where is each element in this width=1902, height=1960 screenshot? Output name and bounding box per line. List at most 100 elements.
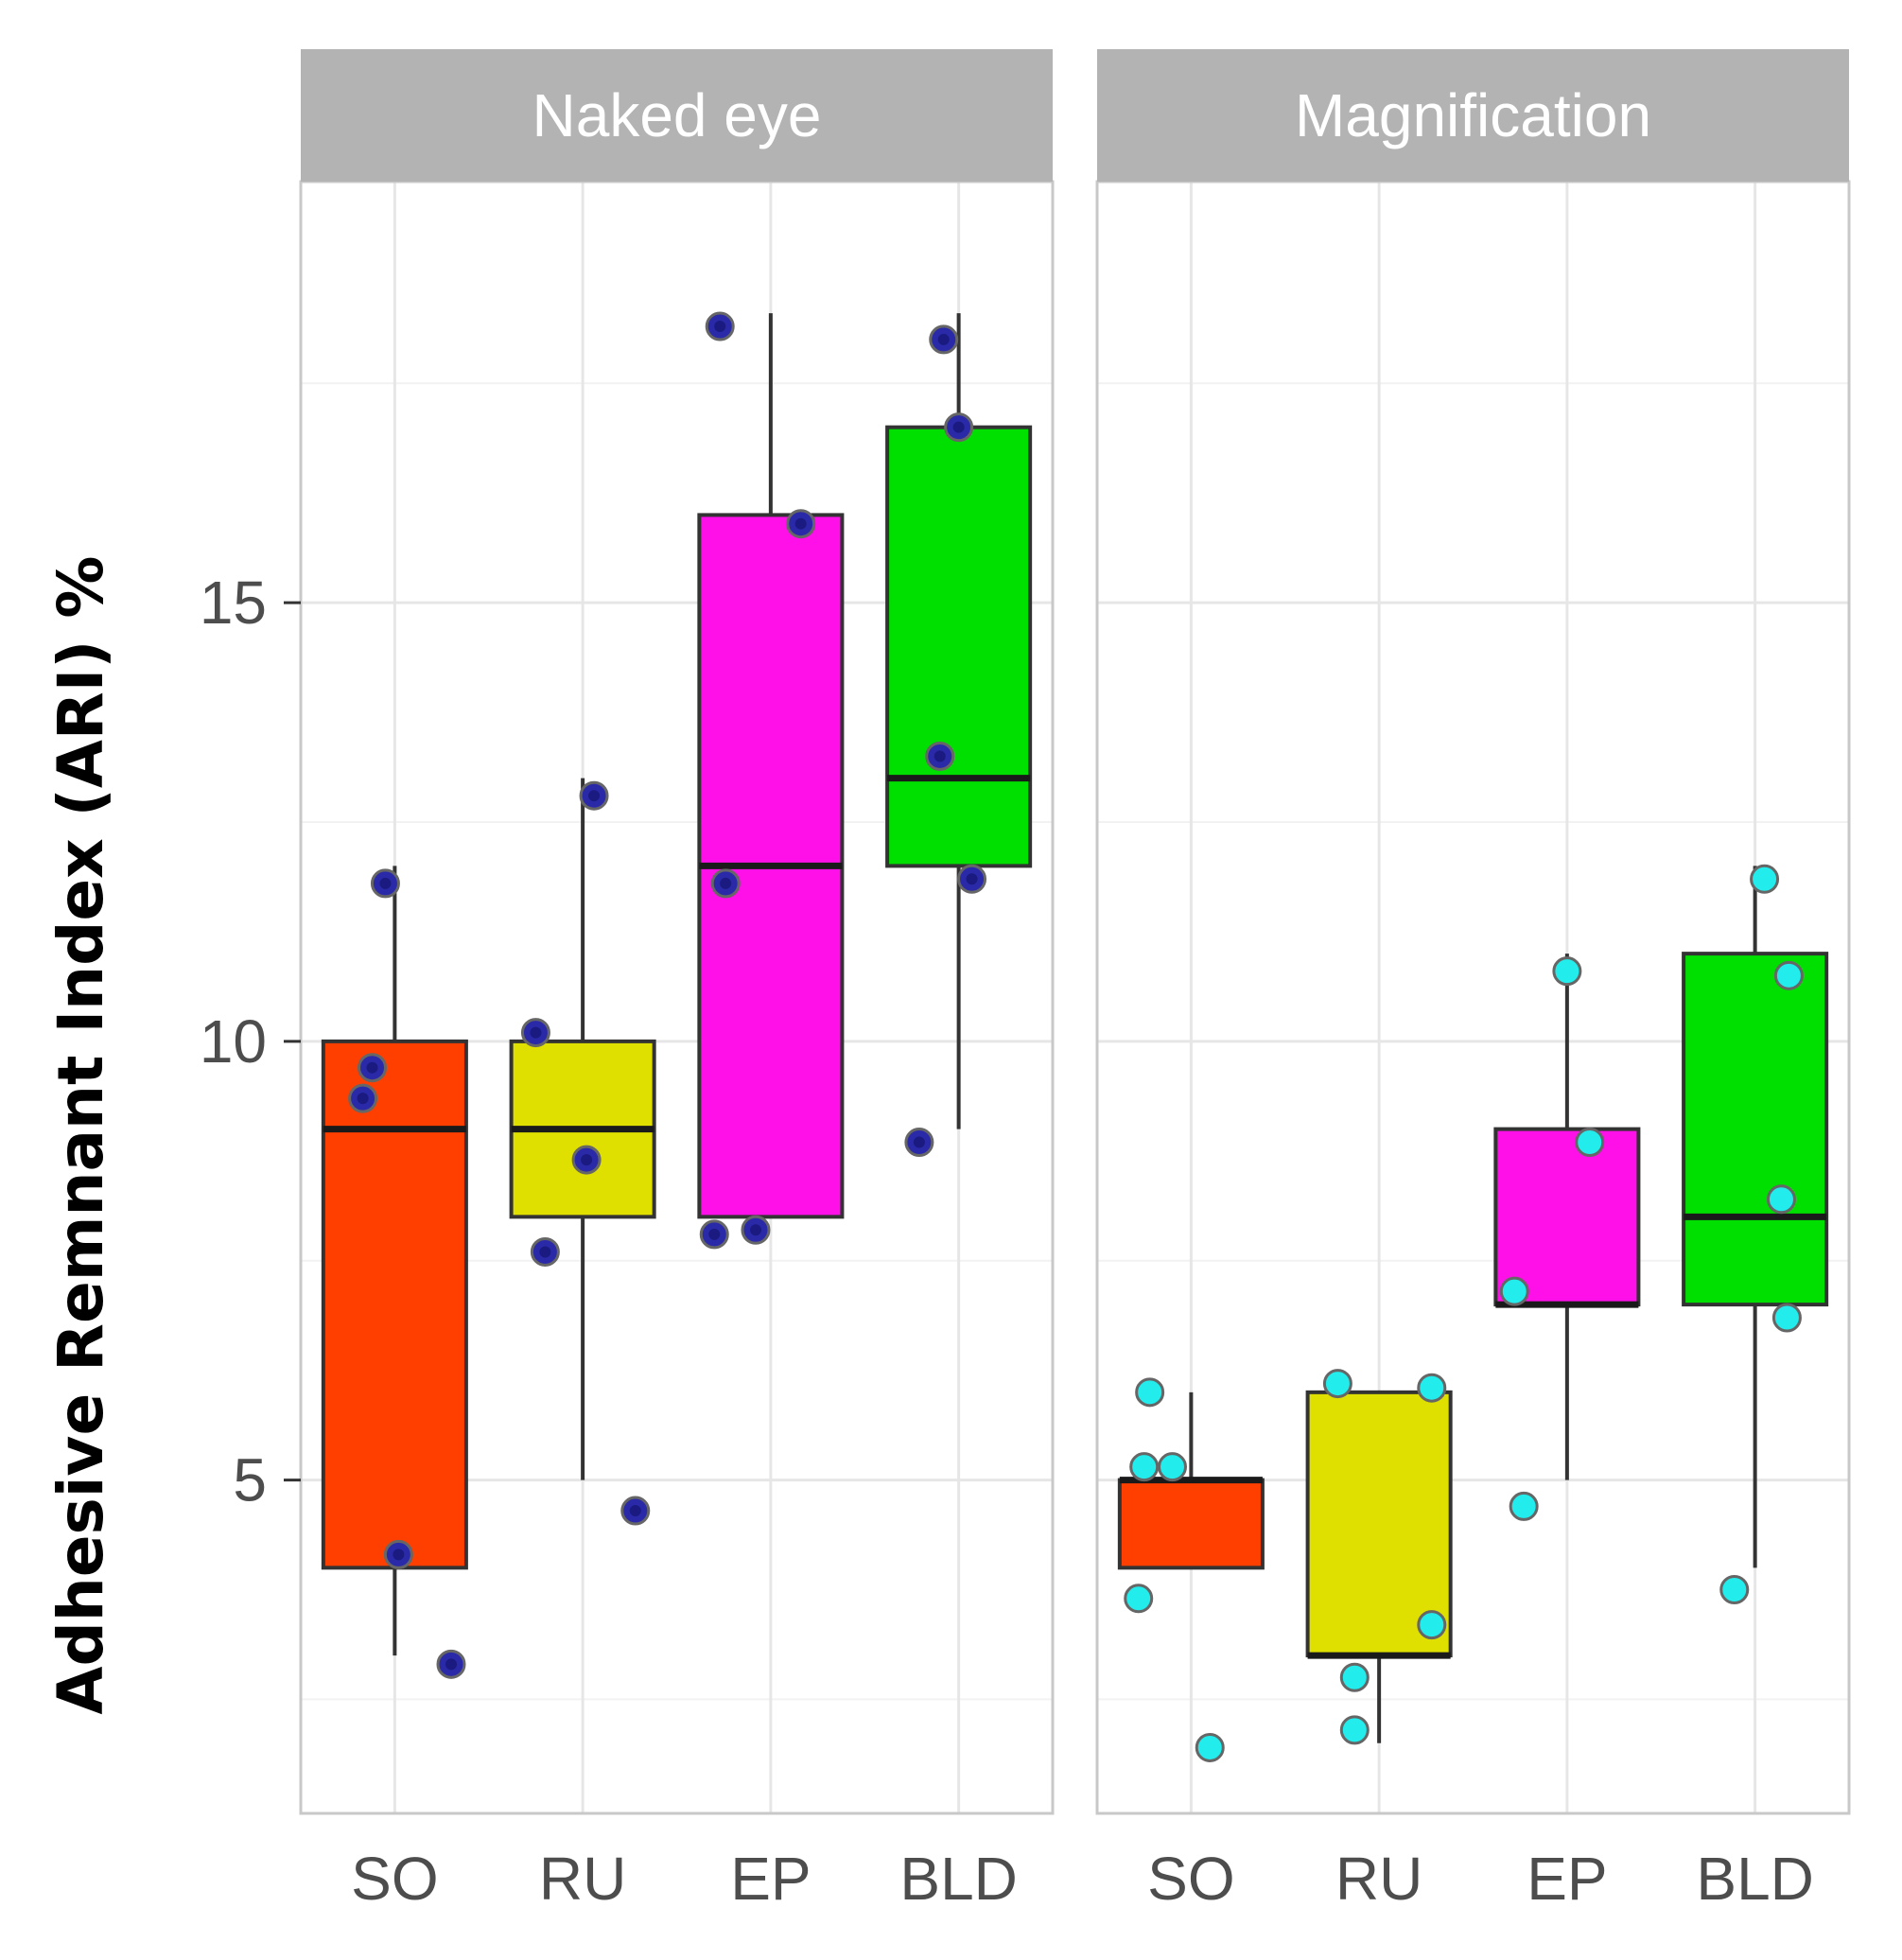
data-point-marker: [1417, 1373, 1447, 1403]
data-point-core: [539, 1246, 551, 1258]
data-point: [1509, 1491, 1539, 1521]
x-tick-label: EP: [1527, 1845, 1607, 1913]
box-body: [1682, 952, 1829, 1307]
data-point: [358, 1053, 388, 1083]
data-point-marker: [1575, 1128, 1605, 1158]
facet-panel-1: Magnification SO RU EP BLD: [1095, 49, 1851, 1913]
data-point: [1552, 956, 1582, 987]
data-point: [1771, 1303, 1802, 1333]
data-point: [705, 311, 735, 341]
data-point: [1750, 864, 1780, 894]
y-tick-label: 15: [200, 569, 267, 637]
data-point: [929, 324, 959, 355]
box-ru: [509, 778, 656, 1480]
data-point-core: [588, 790, 601, 802]
data-point-core: [708, 1228, 721, 1240]
box-ep: [1493, 954, 1641, 1480]
data-point-marker: [1339, 1715, 1370, 1745]
data-point: [436, 1649, 466, 1679]
data-point-core: [445, 1658, 457, 1671]
data-point-core: [952, 421, 965, 433]
data-point-core: [937, 333, 950, 345]
data-point-marker: [1552, 956, 1582, 987]
x-tick-label: SO: [351, 1845, 438, 1913]
data-point-core: [966, 873, 978, 885]
data-point: [348, 1083, 378, 1113]
data-point: [520, 1018, 550, 1048]
data-point-marker: [1158, 1452, 1187, 1482]
y-axis-title: Adhesive Remnant Index (ARI) %: [44, 555, 117, 1714]
data-point-core: [794, 517, 807, 530]
facet-panel-0: Naked eye SO RU EP BLD: [299, 49, 1055, 1913]
y-tick-label: 5: [233, 1446, 267, 1514]
box-body: [885, 425, 1033, 868]
box-body: [321, 1039, 468, 1570]
data-point-marker: [1766, 1184, 1796, 1215]
data-point: [1575, 1128, 1605, 1158]
facet-strip: [1097, 49, 1849, 182]
data-point-core: [530, 1026, 542, 1039]
data-point-core: [379, 877, 392, 889]
data-point-marker: [1771, 1303, 1802, 1333]
x-tick-label: SO: [1147, 1845, 1234, 1913]
data-point: [741, 1215, 771, 1245]
data-point-core: [720, 877, 732, 889]
data-point: [1339, 1662, 1370, 1692]
data-point-core: [913, 1136, 925, 1148]
data-point-marker: [1129, 1452, 1160, 1482]
data-point: [710, 868, 741, 899]
data-point-core: [629, 1505, 641, 1517]
data-point-marker: [1135, 1377, 1165, 1408]
x-tick-label: BLD: [899, 1845, 1018, 1913]
data-point: [904, 1128, 934, 1158]
data-point: [1135, 1377, 1165, 1408]
data-point-marker: [1339, 1662, 1370, 1692]
x-tick-label: RU: [1335, 1845, 1422, 1913]
data-point: [1766, 1184, 1796, 1215]
y-tick-label: 10: [200, 1007, 267, 1076]
data-point: [571, 1145, 602, 1175]
box-ep: [697, 313, 845, 1219]
data-point: [925, 741, 955, 771]
box-body: [1117, 1478, 1265, 1570]
data-point-marker: [1719, 1575, 1750, 1605]
x-tick-label: BLD: [1696, 1845, 1814, 1913]
data-point: [957, 864, 987, 894]
box-so: [1117, 1391, 1265, 1570]
data-point-marker: [1322, 1369, 1352, 1399]
box-body: [1493, 1127, 1641, 1307]
x-tick-label: RU: [539, 1845, 626, 1913]
data-point: [944, 412, 974, 443]
data-point-core: [714, 321, 726, 333]
data-point: [1322, 1369, 1352, 1399]
data-point-core: [581, 1154, 593, 1166]
data-point: [786, 509, 816, 539]
facet-title: Naked eye: [532, 81, 822, 149]
x-tick-label: EP: [730, 1845, 811, 1913]
data-point-core: [749, 1224, 761, 1236]
data-point: [383, 1539, 413, 1569]
data-point: [1124, 1584, 1154, 1614]
data-point: [579, 780, 609, 811]
facet-title: Magnification: [1295, 81, 1651, 149]
data-point-marker: [1509, 1491, 1539, 1521]
data-point-core: [366, 1061, 378, 1074]
data-point: [1499, 1276, 1529, 1306]
data-point: [1417, 1610, 1447, 1640]
data-point: [699, 1219, 729, 1250]
data-point: [1773, 960, 1804, 990]
data-point: [620, 1496, 651, 1526]
data-point-marker: [1773, 960, 1804, 990]
data-point: [370, 868, 400, 899]
data-point: [1719, 1575, 1750, 1605]
data-point-core: [357, 1093, 369, 1105]
y-axis: Adhesive Remnant Index (ARI) % 5 10 15: [44, 555, 301, 1715]
data-point-marker: [1417, 1610, 1447, 1640]
data-point: [1339, 1715, 1370, 1745]
data-point-marker: [1124, 1584, 1154, 1614]
data-point: [1129, 1452, 1160, 1482]
data-point-core: [393, 1549, 405, 1561]
data-point-core: [934, 750, 946, 762]
facet-panels: Naked eye SO RU EP BLD Magnification SO RU EP BLD: [299, 49, 1851, 1913]
